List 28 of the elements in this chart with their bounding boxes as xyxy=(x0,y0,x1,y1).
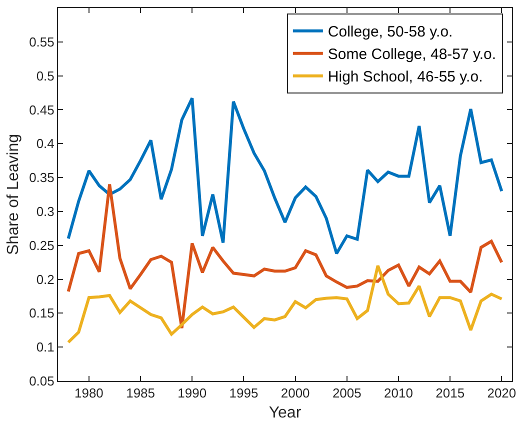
legend-label: College, 50-58 y.o. xyxy=(328,24,453,41)
y-tick-label: 0.5 xyxy=(36,68,54,84)
x-tick-label: 1980 xyxy=(74,386,104,401)
x-tick-label: 2020 xyxy=(487,386,516,401)
line-series xyxy=(66,182,504,330)
line-series xyxy=(66,264,504,344)
x-tick-label: 2015 xyxy=(436,386,465,401)
x-tick-label: 2005 xyxy=(332,386,362,401)
x-axis-title: Year xyxy=(268,404,302,422)
y-tick-label: 0.05 xyxy=(29,374,54,389)
x-tick-label: 2000 xyxy=(280,386,310,401)
y-tick-label: 0.4 xyxy=(36,136,54,152)
x-tick-label: 1995 xyxy=(229,386,258,401)
x-tick-label: 1990 xyxy=(178,386,207,401)
y-tick-label: 0.55 xyxy=(29,34,54,50)
y-tick-label: 0.3 xyxy=(36,204,54,219)
y-tick-label: 0.2 xyxy=(36,272,54,287)
y-tick-label: 0.15 xyxy=(29,306,54,321)
x-tick-label: 2010 xyxy=(384,386,413,401)
y-tick-label: 0.25 xyxy=(29,238,54,253)
y-axis-title: Share of Leaving xyxy=(4,134,22,255)
line-series xyxy=(66,96,504,255)
legend-label: Some College, 48-57 y.o. xyxy=(328,46,496,64)
y-tick-label: 0.35 xyxy=(29,170,54,186)
y-tick-label: 0.1 xyxy=(36,340,54,355)
x-tick-label: 1985 xyxy=(126,386,156,401)
legend-label: High School, 46-55 y.o. xyxy=(328,68,483,86)
y-tick-label: 0.45 xyxy=(29,102,54,118)
